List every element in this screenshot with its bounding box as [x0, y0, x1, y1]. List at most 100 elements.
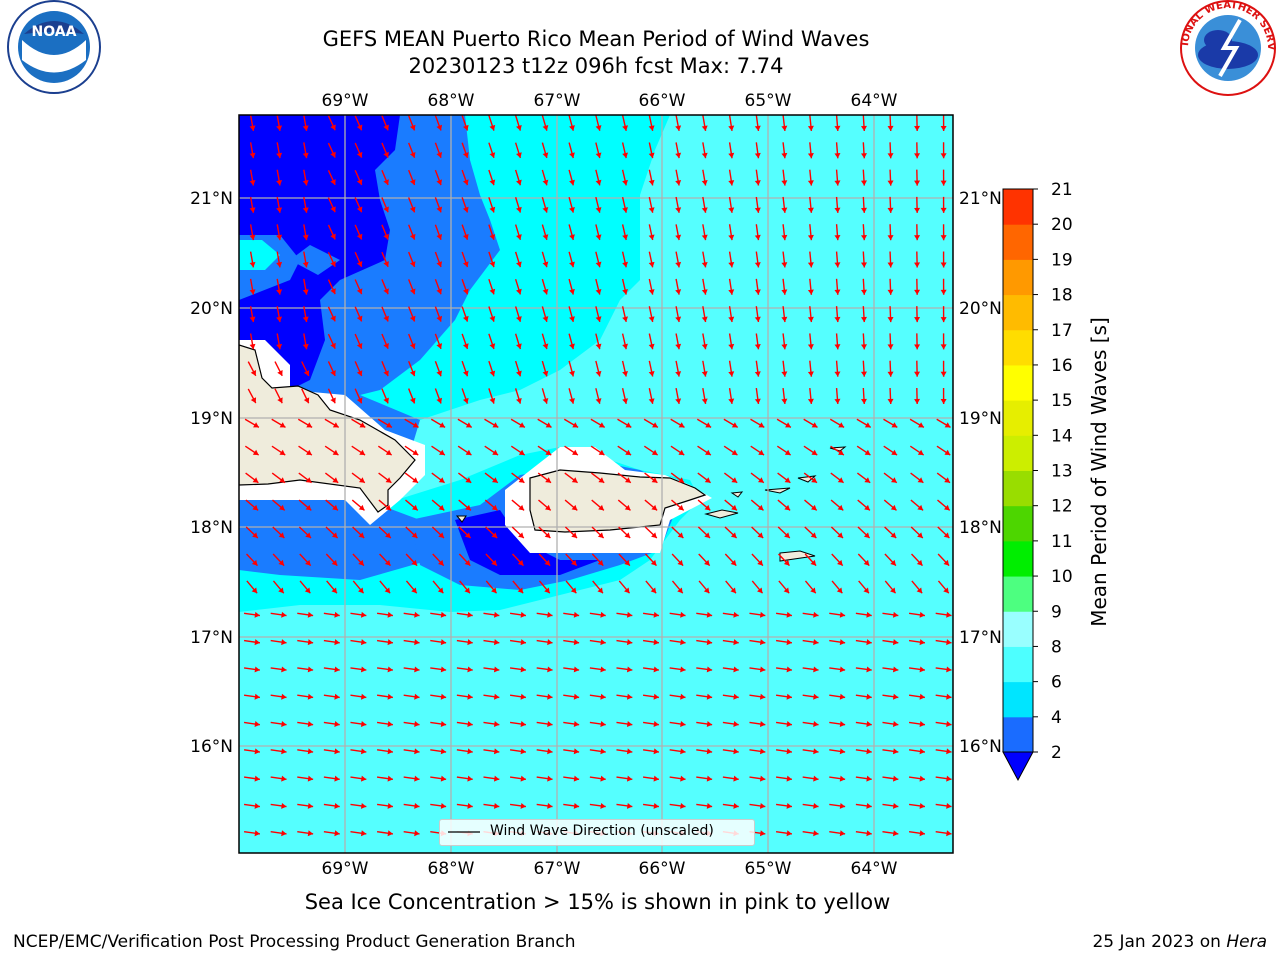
wave-direction-arrow	[675, 169, 682, 186]
wave-direction-arrow	[541, 333, 549, 350]
wave-direction-arrow	[327, 306, 336, 322]
wave-direction-arrow	[461, 142, 469, 159]
wave-direction-arrow	[377, 445, 393, 456]
wave-direction-arrow	[512, 580, 524, 594]
wave-direction-arrow	[781, 360, 788, 377]
wave-direction-arrow	[884, 526, 897, 539]
wave-direction-arrow	[856, 445, 871, 456]
wave-direction-arrow	[697, 472, 712, 484]
wave-direction-arrow	[589, 802, 606, 809]
wave-direction-arrow	[376, 693, 394, 700]
wave-direction-arrow	[434, 388, 443, 404]
wave-direction-arrow	[698, 553, 711, 567]
wave-direction-arrow	[408, 197, 416, 213]
wave-direction-arrow	[595, 224, 602, 241]
wave-direction-arrow	[434, 333, 443, 350]
wave-direction-arrow	[621, 196, 628, 213]
wave-direction-arrow	[589, 666, 606, 673]
wave-direction-arrow	[536, 693, 553, 700]
wave-direction-arrow	[509, 666, 527, 673]
wave-direction-arrow	[249, 251, 256, 268]
wave-direction-arrow	[829, 639, 846, 646]
wave-direction-arrow	[807, 196, 814, 213]
wave-direction-arrow	[403, 639, 420, 646]
wave-direction-arrow	[514, 224, 522, 241]
wave-direction-arrow	[855, 639, 872, 646]
wave-direction-arrow	[914, 360, 921, 377]
wave-direction-arrow	[807, 278, 814, 295]
wave-direction-arrow	[461, 360, 469, 377]
wave-direction-arrow	[648, 278, 655, 295]
wave-direction-arrow	[376, 830, 394, 837]
wave-direction-arrow	[616, 775, 633, 782]
wave-direction-arrow	[834, 306, 841, 323]
wave-direction-arrow	[860, 278, 867, 295]
colorbar-segment	[1003, 470, 1033, 507]
colorbar-tick-label: 9	[1051, 602, 1062, 622]
wave-direction-arrow	[935, 721, 952, 727]
wave-direction-arrow	[381, 279, 389, 295]
wave-direction-arrow	[379, 553, 391, 567]
wave-direction-arrow	[648, 251, 655, 268]
wave-direction-arrow	[249, 196, 256, 213]
wave-direction-arrow	[883, 472, 898, 484]
wave-direction-arrow	[590, 472, 605, 484]
wave-direction-arrow	[723, 472, 738, 484]
wave-direction-arrow	[830, 445, 845, 456]
wave-direction-arrow	[804, 553, 817, 567]
wave-direction-arrow	[327, 170, 336, 186]
wave-direction-arrow	[536, 611, 553, 618]
wave-direction-arrow	[456, 693, 473, 700]
wave-direction-arrow	[297, 802, 314, 809]
wave-direction-arrow	[541, 388, 549, 404]
wave-direction-arrow	[696, 775, 713, 782]
wave-direction-arrow	[432, 553, 445, 567]
wave-direction-arrow	[430, 775, 447, 782]
wave-direction-arrow	[591, 526, 605, 539]
wave-direction-arrow	[249, 115, 256, 132]
wave-direction-arrow	[298, 499, 312, 511]
latitude-label: 16°N	[959, 737, 1002, 757]
wave-direction-arrow	[940, 360, 947, 377]
wave-direction-arrow	[350, 693, 367, 700]
wave-direction-arrow	[327, 388, 336, 404]
wave-direction-arrow	[488, 115, 496, 131]
wave-direction-arrow	[352, 553, 365, 567]
wave-direction-arrow	[430, 666, 447, 673]
wave-direction-arrow	[563, 775, 580, 782]
wave-direction-arrow	[565, 553, 578, 567]
wave-direction-arrow	[350, 830, 367, 837]
wave-direction-arrow	[430, 418, 446, 428]
wave-direction-arrow	[936, 418, 951, 428]
wave-direction-arrow	[855, 666, 872, 673]
wave-direction-arrow	[701, 278, 708, 295]
wave-direction-arrow	[354, 361, 363, 377]
latitude-label: 18°N	[190, 518, 233, 538]
wave-direction-arrow	[908, 721, 926, 727]
wave-direction-arrow	[804, 580, 817, 594]
wave-direction-arrow	[618, 553, 631, 567]
wave-direction-arrow	[350, 748, 367, 755]
wave-direction-arrow	[271, 418, 286, 428]
wave-direction-arrow	[696, 693, 713, 700]
wave-direction-arrow	[728, 115, 735, 132]
wave-direction-arrow	[781, 306, 788, 323]
wave-direction-arrow	[302, 306, 309, 323]
wave-direction-arrow	[648, 169, 655, 186]
colorbar-tick-label: 14	[1051, 426, 1073, 446]
wave-direction-arrow	[723, 445, 738, 456]
wave-direction-arrow	[616, 693, 633, 700]
wave-direction-arrow	[434, 251, 443, 268]
wave-direction-arrow	[568, 333, 575, 350]
wave-direction-arrow	[456, 611, 473, 618]
wave-direction-arrow	[883, 499, 897, 511]
longitude-label: 64°W	[851, 859, 898, 879]
wave-direction-arrow	[276, 306, 283, 323]
wave-direction-arrow	[327, 224, 336, 240]
wave-direction-arrow	[297, 639, 314, 646]
wave-direction-arrow	[802, 721, 819, 727]
colorbar-tick-label: 15	[1051, 391, 1073, 411]
wave-direction-arrow	[376, 639, 394, 646]
wave-direction-arrow	[621, 224, 628, 241]
wave-direction-arrow	[834, 115, 841, 132]
